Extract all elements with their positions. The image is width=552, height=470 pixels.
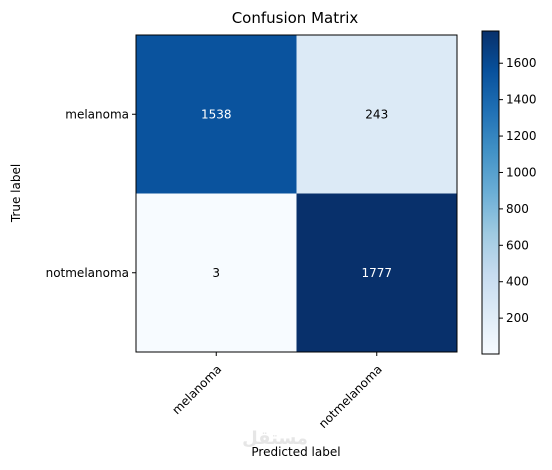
cell-value-label: 3 (212, 266, 220, 280)
colorbar-tick-label: 400 (506, 275, 529, 289)
y-axis-ticks: melanoma notmelanoma (46, 107, 136, 280)
colorbar-tick-label: 800 (506, 202, 529, 216)
chart-title: Confusion Matrix (232, 9, 359, 27)
heatmap-cells: 1538 243 3 1777 (136, 35, 457, 352)
colorbar-tick-label: 600 (506, 238, 529, 252)
cell-value-label: 1777 (361, 266, 392, 280)
heatmap-cell (136, 193, 297, 352)
heatmap-cell (296, 193, 457, 352)
y-tick-label: melanoma (65, 107, 129, 121)
colorbar-tick-label: 200 (506, 311, 529, 325)
y-axis-label: True label (9, 164, 23, 223)
plot-frame (135, 34, 458, 353)
colorbar-tick-label: 1200 (506, 129, 537, 143)
colorbar-ticks: 200 400 600 800 1000 1200 1400 1600 (499, 56, 537, 325)
x-axis-label: Predicted label (251, 445, 340, 459)
heatmap-cell (296, 35, 457, 194)
colorbar-tick-label: 1000 (506, 165, 537, 179)
x-axis-ticks: melanoma notmelanoma (169, 352, 385, 431)
watermark-text: مستقل (242, 428, 308, 449)
y-tick-label: notmelanoma (46, 266, 129, 280)
colorbar-tick-label: 1400 (506, 93, 537, 107)
colorbar (481, 30, 500, 355)
cell-value-label: 243 (365, 107, 388, 121)
x-tick-label: notmelanoma (316, 362, 385, 431)
colorbar-tick-label: 1600 (506, 56, 537, 70)
cell-value-label: 1538 (201, 107, 232, 121)
x-tick-label: melanoma (169, 362, 224, 417)
heatmap-cell (136, 35, 297, 194)
